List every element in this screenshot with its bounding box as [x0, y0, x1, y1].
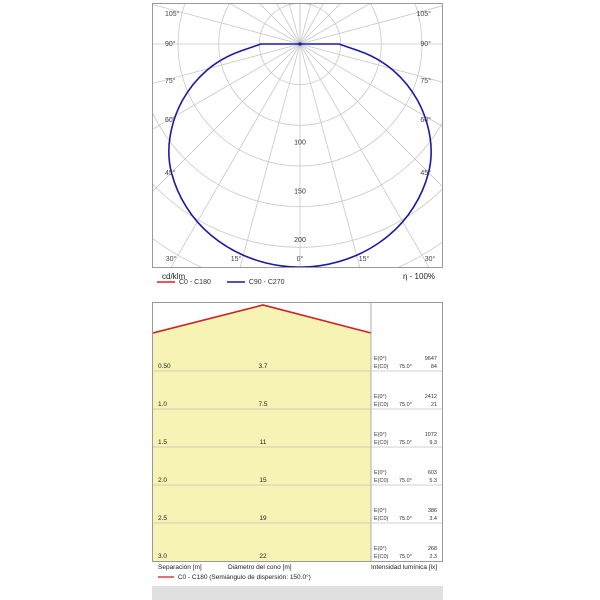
grid-spoke — [153, 43, 301, 192]
radial-tick-label: 200 — [294, 237, 306, 244]
e0-label: E(0°) — [374, 508, 387, 514]
e0-label: E(0°) — [374, 432, 387, 438]
grid-spoke — [170, 43, 301, 267]
grid-spoke — [299, 43, 442, 127]
grid-spoke — [288, 4, 301, 45]
legend-swatch-c90 — [226, 281, 245, 283]
cone-outline — [153, 304, 372, 334]
separacion-value: 3.0 — [158, 553, 167, 560]
angle-label-left: 60° — [165, 116, 176, 124]
angle-value: 75.0° — [399, 554, 412, 560]
ec0-value: 2.3 — [429, 554, 437, 560]
grid-spoke — [299, 43, 430, 267]
separacion-value: 1.5 — [158, 439, 167, 446]
grid-spoke — [153, 4, 301, 45]
grid-spoke — [153, 43, 301, 130]
legend-label-c90: C90 - C270 — [248, 279, 285, 286]
ec0-label: E(C0) — [374, 402, 389, 408]
cone-diagram-panel: 0.50 3.7 E(0°) E(C0) 75.0° 9647 84 1.0 7.5 E(0°) E… — [152, 302, 443, 562]
cone-fill — [153, 305, 371, 561]
polar-chart: 100 150 200 105° 90° 75° 60° 45° 105° 90° 75° 60° 45… — [153, 4, 442, 267]
grid-spoke — [239, 43, 301, 267]
angle-label-bottom: 30° — [166, 255, 177, 263]
diametro-value: 15 — [259, 477, 267, 484]
ec0-label: E(C0) — [374, 554, 389, 560]
angle-label-right: 105° — [417, 10, 432, 18]
separacion-value: 0.50 — [158, 363, 171, 370]
grid-spoke — [299, 5, 442, 45]
polar-diagram-panel: 100 150 200 105° 90° 75° 60° 45° 105° 90° 75° 60° 45… — [152, 3, 443, 281]
cone-legend: C0 - C180 (Semiángulo de dispersión: 150… — [158, 574, 311, 581]
legend-swatch-c0 — [157, 281, 175, 283]
ec0-label: E(C0) — [374, 364, 389, 370]
polar-grid — [153, 4, 442, 267]
cone-legend-swatch — [158, 576, 174, 578]
series-c90-c270-curve — [168, 43, 432, 267]
e0-value: 1072 — [425, 432, 437, 438]
separacion-value: 2.0 — [158, 477, 167, 484]
separacion-label: Separación [m] — [158, 564, 202, 571]
radial-tick-label: 100 — [294, 140, 306, 147]
grid-spoke — [153, 43, 301, 84]
e0-label: E(0°) — [374, 546, 387, 552]
angle-value: 75.0° — [399, 516, 412, 522]
e0-value: 386 — [428, 508, 437, 514]
radial-tick-label: 150 — [294, 188, 306, 195]
angle-label-right: 45° — [420, 169, 431, 177]
diametro-label: Diámetro del cono [m] — [228, 564, 292, 571]
unit-label: cd/klm — [162, 272, 186, 281]
ec0-value: 3.4 — [429, 516, 437, 522]
angle-label-left: 75° — [165, 77, 176, 85]
separacion-value: 2.5 — [158, 515, 167, 522]
e0-label: E(0°) — [374, 394, 387, 400]
grid-spoke — [299, 43, 361, 267]
angle-value: 75.0° — [399, 440, 412, 446]
angle-label-bottom: 30° — [425, 255, 436, 263]
diametro-value: 11 — [260, 439, 267, 446]
grid-spoke — [299, 43, 442, 83]
angle-label-left: 90° — [165, 40, 176, 48]
angle-value: 75.0° — [399, 478, 412, 484]
ec0-label: E(C0) — [374, 478, 389, 484]
angle-label-bottom: 15° — [231, 255, 242, 263]
e0-value: 268 — [428, 546, 437, 552]
e0-value: 9647 — [425, 356, 437, 362]
angle-value: 75.0° — [399, 402, 412, 408]
grid-spoke — [299, 4, 312, 45]
ec0-label: E(C0) — [374, 440, 389, 446]
cone-legend-label: C0 - C180 (Semiángulo de dispersión: 150… — [177, 574, 311, 581]
angle-label-right: 75° — [420, 77, 431, 85]
e0-label: E(0°) — [374, 356, 387, 362]
diametro-value: 19 — [259, 515, 267, 522]
intensidad-label: Intensidad lumínica [lx] — [371, 564, 438, 571]
grid-spoke — [299, 4, 371, 45]
legend-label-c0: C0 - C180 — [178, 279, 211, 286]
angle-label-right: 90° — [420, 40, 431, 48]
angle-label-left: 45° — [165, 169, 176, 177]
cone-chart: 0.50 3.7 E(0°) E(C0) 75.0° 9647 84 1.0 7.5 E(0°) E… — [153, 303, 442, 561]
angle-label-left: 105° — [165, 10, 180, 18]
angle-label-bottom: 0° — [297, 255, 304, 263]
angle-label-right: 60° — [420, 116, 431, 124]
ec0-value: 84 — [431, 364, 437, 370]
bottom-strip — [152, 586, 443, 600]
diametro-value: 7.5 — [258, 401, 267, 408]
e0-value: 2412 — [425, 394, 437, 400]
grid-spoke — [229, 4, 301, 45]
angle-label-bottom: 15° — [359, 255, 370, 263]
ec0-value: 21 — [431, 402, 437, 408]
e0-value: 603 — [428, 470, 437, 476]
ec0-value: 9.3 — [429, 440, 437, 446]
separacion-value: 1.0 — [158, 401, 167, 408]
ec0-value: 5.3 — [429, 478, 437, 484]
angle-value: 75.0° — [399, 364, 412, 370]
legend: C0 - C180 C90 - C270 — [157, 279, 285, 286]
ec0-label: E(C0) — [374, 516, 389, 522]
series-top-marker — [298, 42, 302, 46]
diametro-value: 3.7 — [258, 363, 267, 370]
diametro-value: 22 — [259, 553, 267, 560]
e0-label: E(0°) — [374, 470, 387, 476]
grid-spoke — [299, 43, 442, 187]
efficiency-label: η - 100% — [403, 272, 436, 281]
